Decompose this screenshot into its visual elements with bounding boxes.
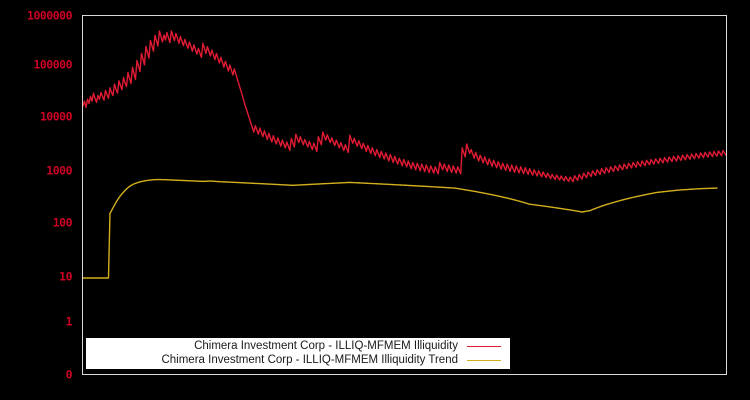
legend-line-swatch-trend — [467, 360, 501, 361]
legend-label: Chimera Investment Corp - ILLIQ-MFMEM Il… — [161, 353, 458, 366]
y-tick-label: 0 — [65, 367, 73, 382]
y-tick-label: 1000 — [46, 163, 72, 178]
y-tick-label: 1000000 — [27, 8, 72, 23]
y-tick-label: 1 — [65, 314, 73, 329]
y-tick-label: 10000 — [39, 109, 73, 124]
y-tick-label: 100000 — [33, 57, 72, 72]
legend-label: Chimera Investment Corp - ILLIQ-MFMEM Il… — [194, 339, 458, 352]
chart-legend: Chimera Investment Corp - ILLIQ-MFMEM Il… — [86, 338, 510, 369]
series-line-illiquidity — [83, 178, 718, 279]
plot-area — [82, 15, 727, 375]
legend-entry: Chimera Investment Corp - ILLIQ-MFMEM Il… — [87, 340, 509, 354]
legend-entry: Chimera Investment Corp - ILLIQ-MFMEM Il… — [87, 354, 509, 368]
series-line-illiquidity-trend — [83, 30, 726, 183]
series-canvas — [83, 30, 726, 279]
legend-line-swatch-illiquidity — [467, 346, 501, 347]
y-tick-label: 100 — [52, 215, 73, 230]
y-tick-label: 10 — [59, 269, 72, 284]
y-axis: 1000000 100000 10000 1000 100 10 1 0 — [0, 0, 82, 400]
